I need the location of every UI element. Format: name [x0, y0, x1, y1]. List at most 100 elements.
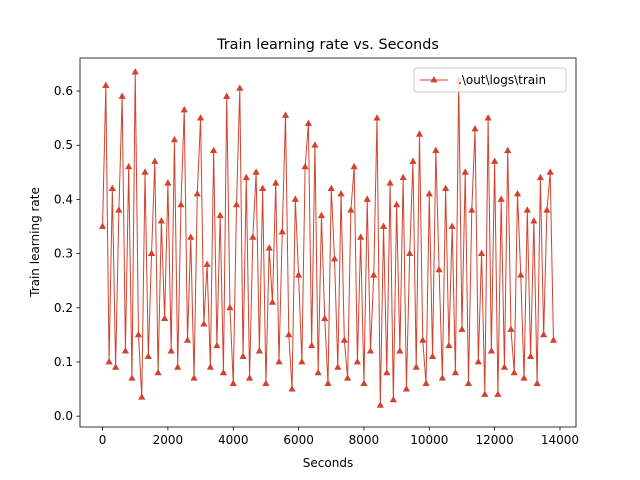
marker	[334, 363, 342, 370]
marker	[288, 385, 296, 392]
marker	[435, 265, 443, 273]
legend: .\out\logs\train	[413, 67, 567, 93]
x-tick-label: 0	[99, 433, 107, 447]
marker	[275, 357, 283, 365]
marker	[327, 184, 335, 191]
marker	[419, 336, 427, 343]
marker	[536, 173, 544, 181]
marker	[308, 341, 316, 349]
marker	[471, 124, 479, 132]
marker	[376, 401, 384, 408]
marker	[526, 352, 535, 359]
marker	[105, 357, 113, 365]
marker	[268, 298, 277, 305]
marker	[500, 363, 509, 370]
marker	[484, 114, 492, 121]
legend-label: .\out\logs\train	[458, 73, 546, 87]
marker	[112, 363, 120, 370]
marker	[177, 200, 185, 208]
marker	[360, 379, 368, 387]
marker	[458, 325, 466, 332]
marker	[487, 347, 495, 354]
y-axis-label: Train learning rate	[28, 187, 42, 298]
marker	[281, 111, 290, 118]
marker	[442, 184, 450, 191]
marker	[540, 330, 548, 338]
marker	[252, 168, 260, 175]
series-line	[102, 72, 554, 406]
marker	[477, 249, 486, 257]
marker	[219, 368, 228, 376]
marker	[138, 393, 146, 400]
marker	[386, 179, 394, 186]
marker	[474, 357, 482, 365]
legend-marker	[430, 76, 438, 83]
marker	[196, 114, 205, 121]
marker	[291, 195, 299, 202]
marker	[543, 206, 551, 213]
marker	[321, 314, 329, 322]
marker	[203, 260, 211, 267]
marker	[409, 157, 417, 164]
marker	[314, 368, 322, 376]
marker	[350, 162, 358, 170]
marker	[396, 347, 404, 354]
x-tick-label: 10000	[410, 433, 448, 447]
marker	[517, 271, 525, 278]
marker	[164, 179, 172, 186]
marker	[513, 190, 522, 197]
y-tick-label: 0.5	[54, 138, 73, 152]
x-tick-label: 8000	[349, 433, 380, 447]
marker	[259, 184, 267, 191]
marker	[510, 368, 518, 376]
marker	[497, 195, 505, 202]
marker	[245, 374, 254, 381]
marker	[357, 233, 365, 240]
marker	[180, 106, 188, 113]
marker	[141, 168, 149, 175]
marker	[255, 347, 263, 354]
marker	[118, 92, 126, 99]
marker	[366, 347, 375, 354]
marker	[128, 374, 136, 381]
marker	[445, 341, 453, 349]
marker	[402, 385, 411, 392]
marker	[406, 249, 414, 257]
marker	[131, 68, 139, 75]
marker	[125, 162, 133, 170]
marker	[242, 173, 250, 181]
marker	[272, 179, 280, 186]
x-tick-label: 14000	[541, 433, 579, 447]
marker	[187, 233, 195, 240]
marker	[549, 336, 558, 343]
chart-title: Train learning rate vs. Seconds	[216, 37, 439, 53]
marker	[223, 92, 231, 99]
marker	[265, 244, 273, 251]
marker	[425, 190, 433, 197]
marker	[432, 146, 440, 154]
marker	[213, 341, 221, 349]
marker	[200, 320, 208, 327]
x-tick-label: 2000	[153, 433, 184, 447]
marker	[115, 206, 123, 213]
marker	[102, 81, 110, 89]
marker	[190, 374, 198, 381]
marker	[438, 374, 446, 381]
marker	[210, 146, 218, 154]
marker	[147, 249, 156, 257]
marker	[304, 119, 312, 126]
marker	[363, 195, 371, 202]
marker	[340, 336, 348, 343]
marker	[278, 227, 286, 235]
x-tick-label: 6000	[283, 433, 314, 447]
marker	[226, 303, 234, 311]
marker	[144, 352, 152, 359]
marker	[151, 157, 159, 164]
marker	[154, 368, 162, 376]
marker	[415, 130, 424, 137]
marker	[167, 347, 175, 354]
marker	[393, 200, 401, 208]
marker	[461, 168, 469, 175]
x-axis-label: Seconds	[303, 456, 353, 470]
